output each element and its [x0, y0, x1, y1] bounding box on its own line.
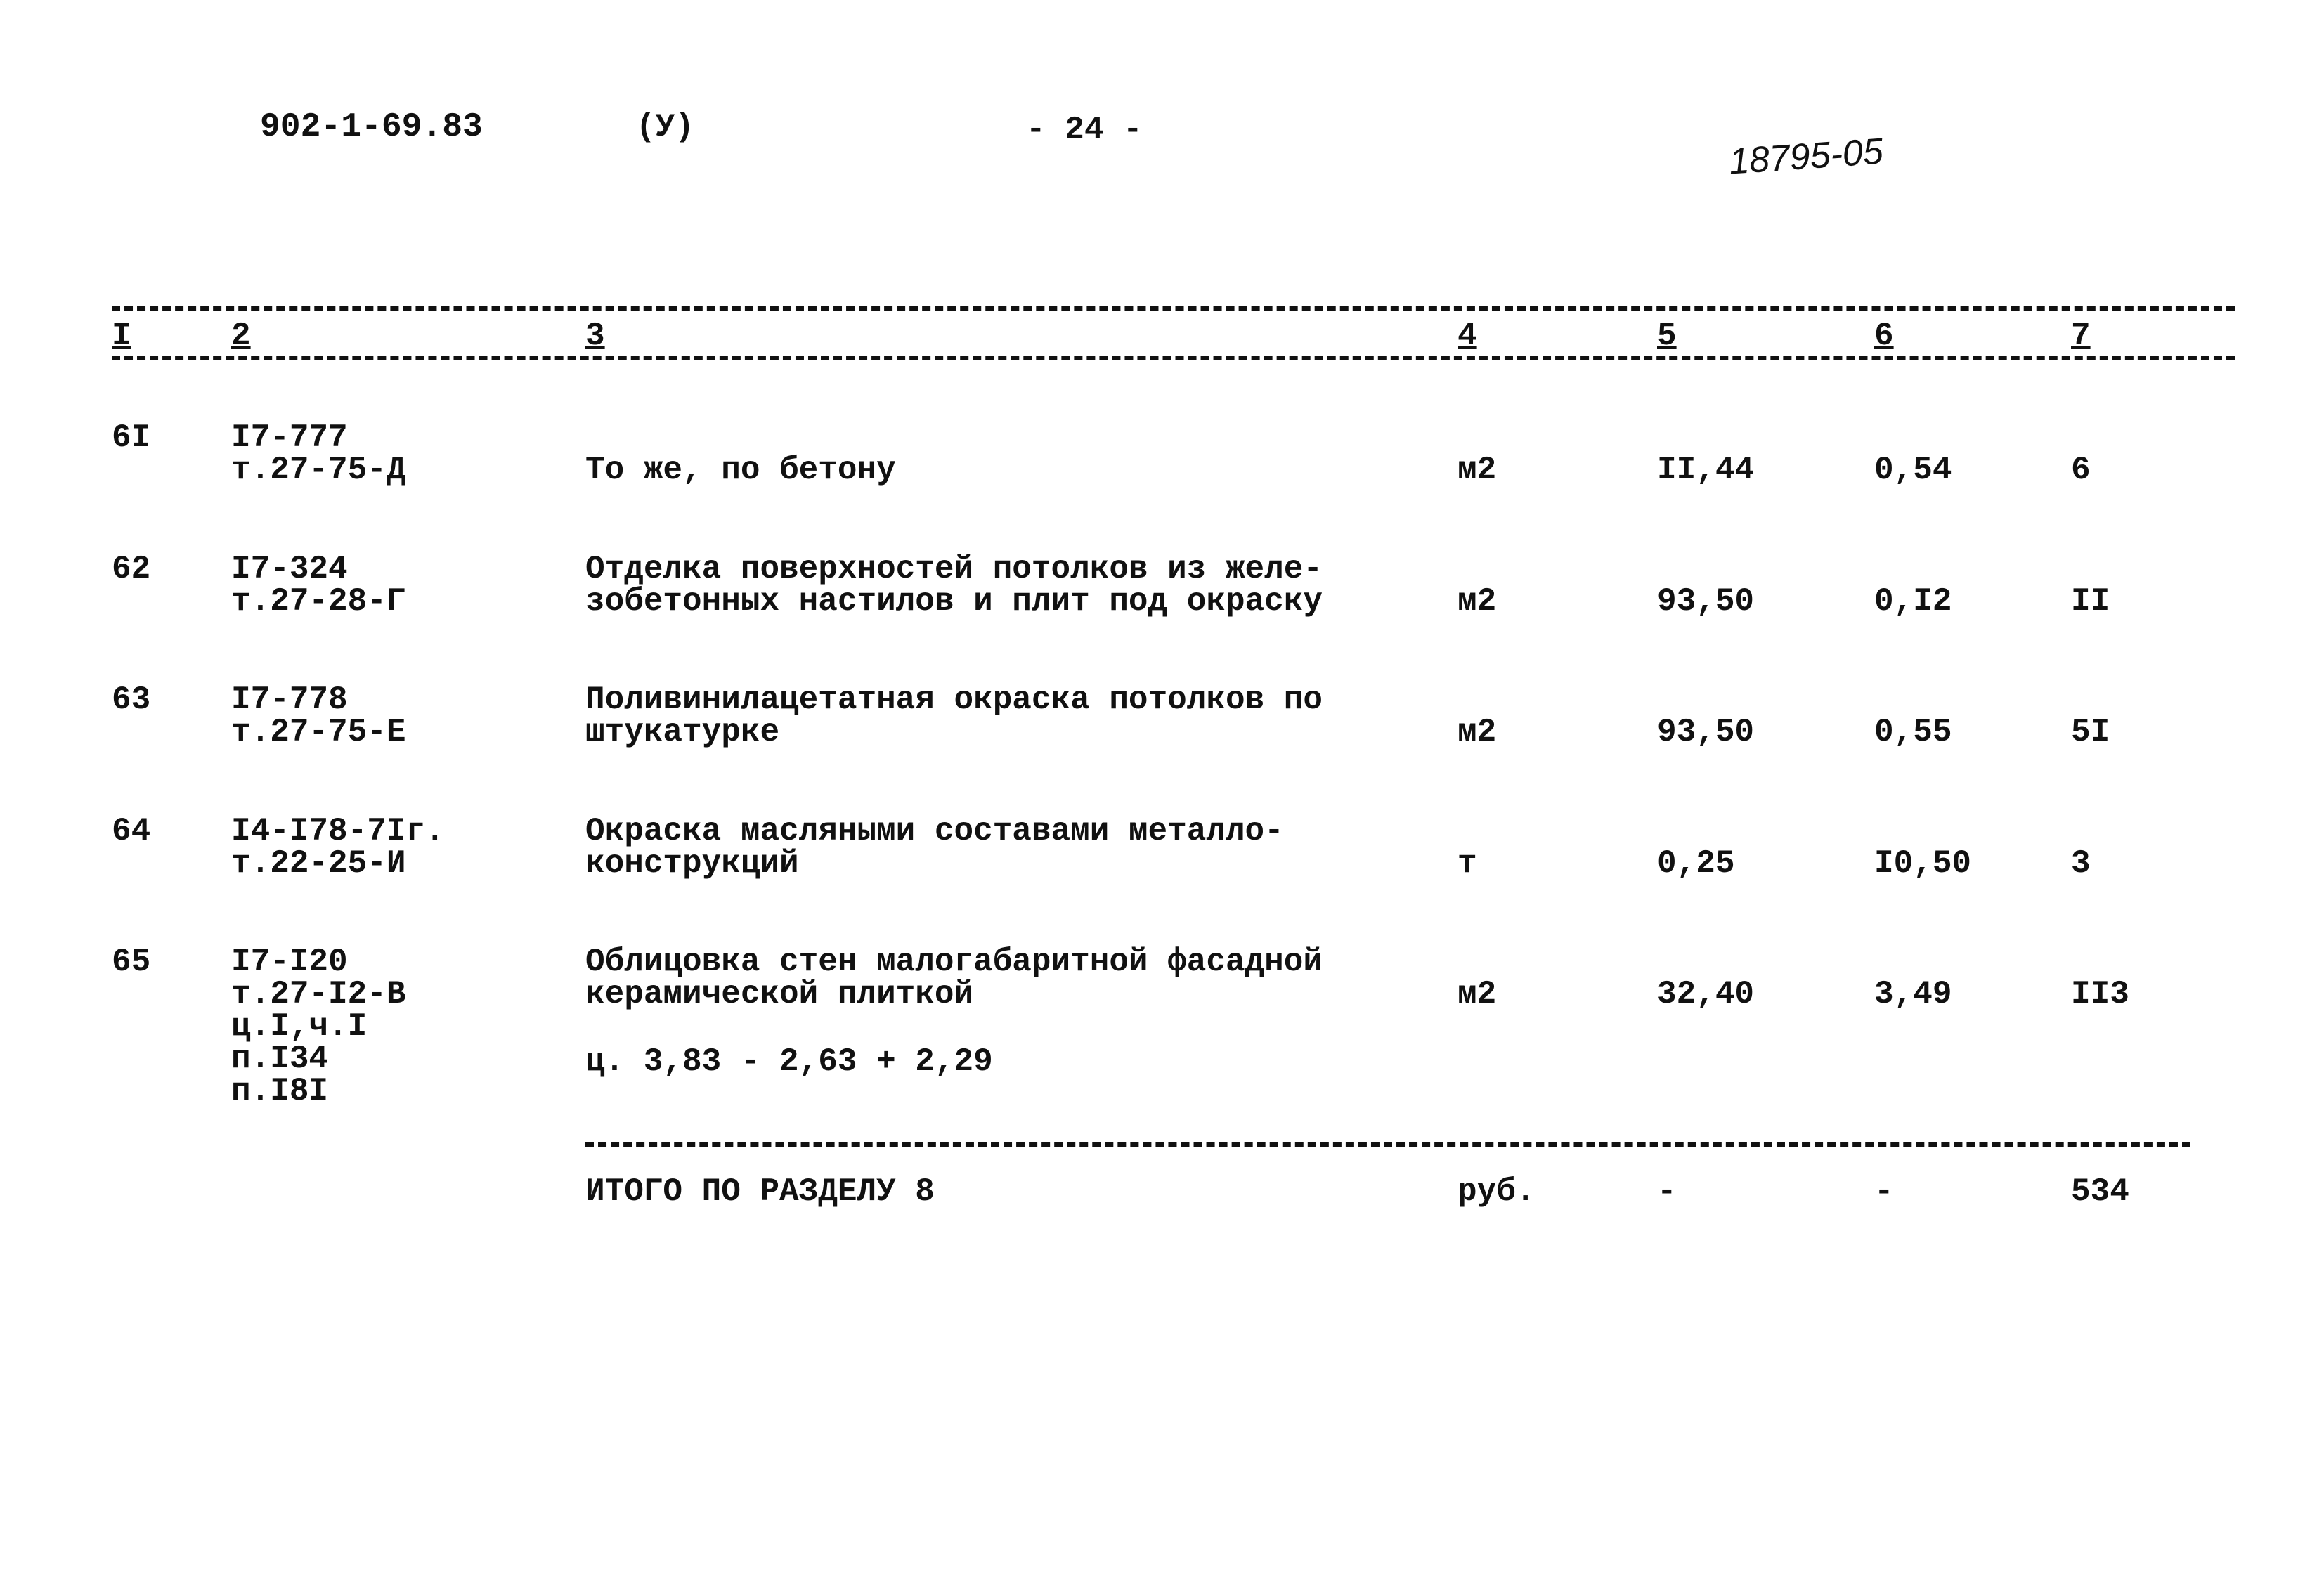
total-rule [585, 1142, 2190, 1147]
row-desc: Отделка поверхностей потолков из желе- з… [585, 551, 1323, 620]
row-code: I4-I78-7Iг. т.22-25-И [231, 813, 445, 882]
row-price: I0,50 [1874, 845, 1972, 882]
row-n: 6I [112, 419, 151, 456]
row-unit: м2 [1458, 714, 1497, 750]
doc-mark: (У) [636, 109, 694, 145]
row-qty: II,44 [1657, 452, 1755, 488]
total-label: ИТОГО ПО РАЗДЕЛУ 8 [585, 1173, 935, 1210]
row-desc: Окраска масляными составами металло- кон… [585, 813, 1284, 882]
total-price: - [1874, 1173, 1894, 1210]
row-65-price-note: ц. 3,83 - 2,63 + 2,29 [585, 1043, 993, 1080]
row-total: 5I [2071, 714, 2110, 750]
row-unit: т [1458, 845, 1477, 882]
row-price: 0,55 [1874, 714, 1952, 750]
column-header-4: 4 [1458, 318, 1477, 354]
row-qty: 93,50 [1657, 714, 1755, 750]
row-n: 64 [112, 813, 151, 849]
doc-code: 902-1-69.83 [260, 108, 483, 146]
row-total: 6 [2071, 452, 2091, 488]
row-total: 3 [2071, 845, 2091, 882]
row-n: 63 [112, 682, 151, 718]
total-qty: - [1657, 1173, 1677, 1210]
row-price: 0,I2 [1874, 583, 1952, 620]
column-header-3: 3 [585, 318, 605, 354]
inventory-number: 18795-05 [1727, 131, 1885, 183]
row-desc: Поливинилацетатная окраска потолков по ш… [585, 682, 1323, 750]
row-code: I7-I20 т.27-I2-В ц.I,ч.I п.I34 п.I8I [231, 944, 406, 1109]
row-price: 3,49 [1874, 976, 1952, 1012]
page-number: - 24 - [1026, 112, 1143, 148]
row-qty: 0,25 [1657, 845, 1735, 882]
row-n: 62 [112, 551, 151, 587]
row-desc: То же, по бетону [585, 452, 896, 488]
row-price: 0,54 [1874, 452, 1952, 488]
row-unit: м2 [1458, 452, 1497, 488]
row-n: 65 [112, 944, 151, 980]
total-unit: руб. [1458, 1173, 1536, 1210]
column-header-2: 2 [231, 318, 251, 354]
column-header-6: 6 [1874, 318, 1894, 354]
row-unit: м2 [1458, 583, 1497, 620]
row-qty: 93,50 [1657, 583, 1755, 620]
row-code: I7-778 т.27-75-Е [231, 682, 406, 750]
row-code: I7-324 т.27-28-Г [231, 551, 406, 620]
total-sum: 534 [2071, 1173, 2129, 1210]
row-unit: м2 [1458, 976, 1497, 1012]
header-bottom-rule [112, 356, 2235, 360]
row-desc: Облицовка стен малогабаритной фасадной к… [585, 944, 1323, 1012]
column-header-7: 7 [2071, 318, 2091, 354]
column-header-5: 5 [1657, 318, 1677, 354]
row-code: I7-777 т.27-75-Д [231, 419, 406, 488]
row-qty: 32,40 [1657, 976, 1755, 1012]
header-top-rule [112, 306, 2235, 311]
column-header-1: I [112, 318, 131, 354]
row-total: II3 [2071, 976, 2129, 1012]
row-total: II [2071, 583, 2110, 620]
